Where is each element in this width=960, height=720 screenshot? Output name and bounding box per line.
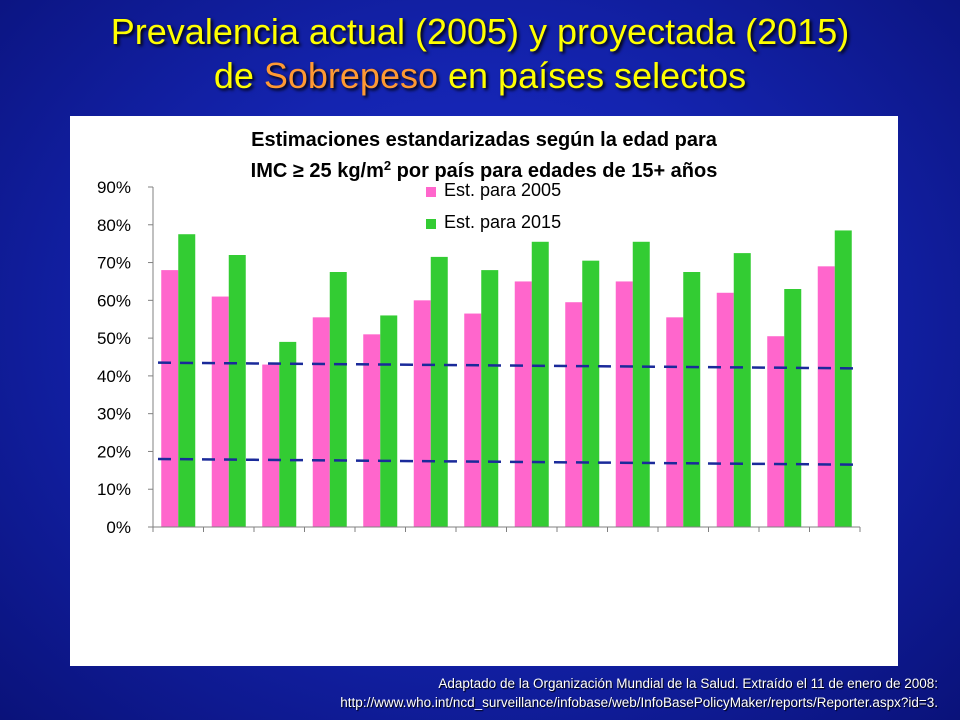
bar-2005: [615, 281, 633, 527]
slide-title-line1: Prevalencia actual (2005) y proyectada (…: [110, 11, 850, 52]
bar-2015: [430, 256, 448, 527]
bar-2015: [279, 341, 297, 527]
slide-title-line2-prefix: de: [213, 55, 264, 96]
legend-label-2005: Est. para 2005: [444, 180, 561, 200]
bar-2015: [632, 241, 650, 527]
chart-title-superscript: 2: [384, 158, 391, 173]
bar-2015: [733, 253, 751, 527]
legend-swatch-2015: [426, 219, 436, 229]
bar-2015: [329, 272, 347, 527]
reference-line: [157, 457, 856, 466]
y-tick-label: 60%: [97, 291, 131, 310]
bar-2005: [262, 364, 280, 527]
legend-swatch-2005: [426, 187, 436, 197]
bar-2005: [817, 266, 835, 527]
bar-2005: [413, 300, 431, 527]
y-tick-label: 0%: [106, 518, 131, 537]
source-note-line1: Adaptado de la Organización Mundial de l…: [438, 676, 938, 691]
y-tick-label: 70%: [97, 254, 131, 273]
y-tick-label: 10%: [97, 480, 131, 499]
reference-line: [157, 361, 856, 370]
bar-2005: [666, 317, 684, 527]
slide-title: Prevalencia actual (2005) y proyectada (…: [0, 10, 960, 98]
bar-2015: [582, 260, 600, 527]
bars: [161, 230, 852, 527]
y-tick-label: 20%: [97, 442, 131, 461]
legend-label-2015: Est. para 2015: [444, 212, 561, 232]
bar-2005: [514, 281, 532, 527]
bar-2015: [834, 230, 852, 527]
bar-2005: [363, 334, 381, 527]
axes: [148, 186, 861, 532]
y-tick-label: 40%: [97, 367, 131, 386]
chart-title-line2-post: por país para edades de 15+ años: [391, 160, 717, 182]
y-tick-label: 90%: [97, 178, 131, 197]
y-tick-label: 30%: [97, 405, 131, 424]
legend: Est. para 2005 Est. para 2015: [426, 180, 561, 232]
bar-2005: [716, 292, 734, 527]
bar-2015: [481, 270, 499, 527]
bar-2015: [784, 289, 802, 527]
bar-2005: [312, 317, 330, 527]
source-note-url: http://www.who.int/ncd_surveillance/info…: [340, 695, 938, 710]
y-tick-label: 80%: [97, 216, 131, 235]
slide-title-line2-suffix: en países selectos: [438, 55, 747, 96]
bar-2015: [380, 315, 398, 527]
bar-2005: [565, 302, 583, 527]
source-note: Adaptado de la Organización Mundial de l…: [198, 674, 938, 712]
reference-lines: [157, 361, 856, 466]
bar-2015: [228, 255, 246, 527]
bar-2005: [161, 270, 179, 527]
bar-2015: [531, 241, 549, 527]
bar-2015: [683, 272, 701, 527]
chart-title-line1: Estimaciones estandarizadas según la eda…: [251, 129, 718, 151]
bar-2015: [178, 234, 196, 527]
chart-title-line2-main: IMC ≥ 25 kg/m: [251, 160, 384, 182]
bar-2005: [767, 336, 785, 527]
chart-title-line2: IMC ≥ 25 kg/m2 por país para edades de 1…: [251, 158, 718, 182]
bar-2005: [211, 296, 229, 527]
slide-title-highlight: Sobrepeso: [263, 55, 438, 96]
y-tick-label: 50%: [97, 329, 131, 348]
y-axis-tick-labels: 0% 10% 20% 30% 40% 50% 60% 70% 80% 90%: [97, 178, 131, 537]
bar-2005: [464, 313, 482, 527]
